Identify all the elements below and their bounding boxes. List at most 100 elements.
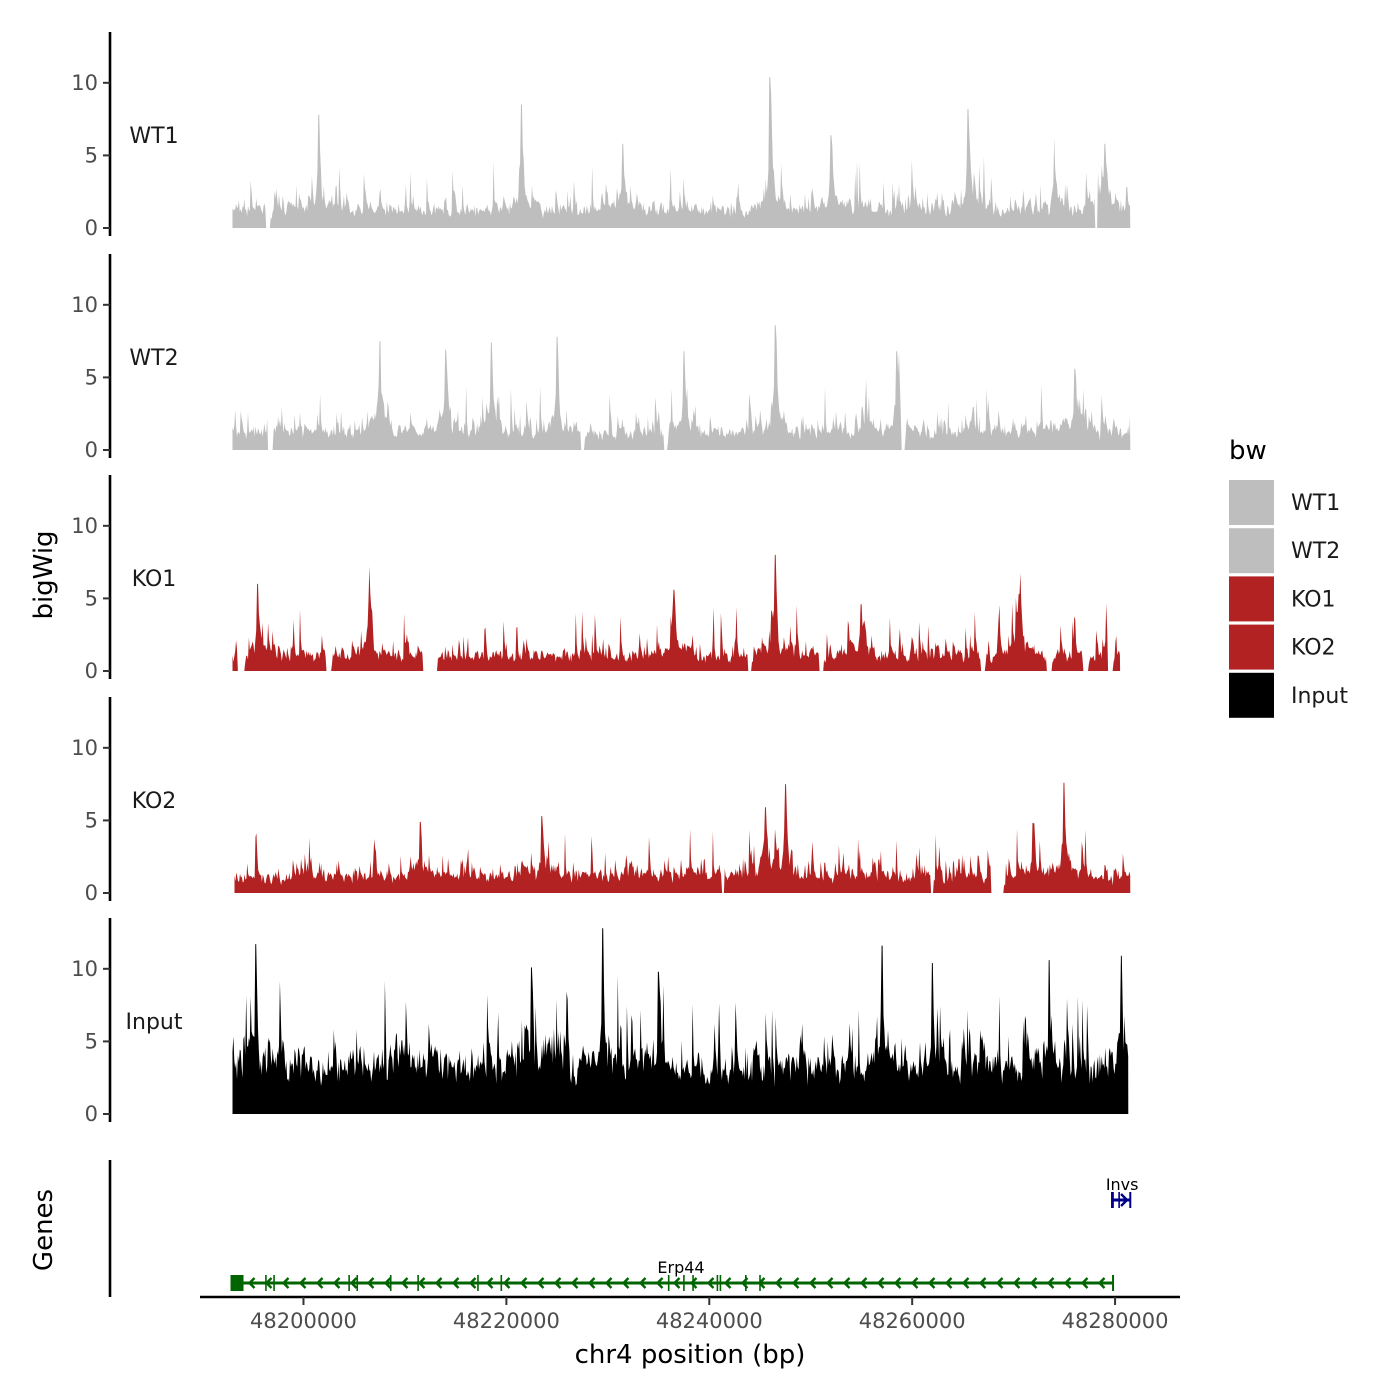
y-tick-label: 5	[85, 808, 98, 832]
strand-arrow	[485, 1277, 494, 1289]
y-tick-label: 10	[71, 293, 98, 317]
legend-swatch	[1229, 624, 1274, 670]
legend-item-ko2: KO2	[1229, 624, 1336, 670]
x-axis: chr4 position (bp) 48200000 48220000 48240…	[200, 1295, 1180, 1370]
strand-arrow	[791, 1277, 800, 1289]
y-tick-label: 5	[85, 365, 98, 389]
strand-arrow	[417, 1277, 426, 1289]
y-tick-label: 5	[85, 586, 98, 610]
y-tick-label: 5	[85, 143, 98, 167]
strand-arrow	[264, 1277, 273, 1289]
legend-label: KO1	[1291, 587, 1336, 612]
tracks-layer: 0 5 10 WT1 0 5 10 WT2 0 5 10 KO1 0 5 10 KO2 0 5 10 Input	[71, 32, 1131, 1126]
strand-arrow	[961, 1277, 970, 1289]
legend-item-ko1: KO1	[1229, 576, 1336, 622]
strand-arrow	[757, 1277, 766, 1289]
strand-arrow	[876, 1277, 885, 1289]
strand-arrow	[349, 1277, 358, 1289]
strand-arrow	[1080, 1277, 1089, 1289]
signal-area-ko2	[234, 782, 1131, 893]
track-label-wt2: WT2	[129, 346, 178, 371]
gene-exon	[230, 1275, 244, 1291]
legend: bw WT1 WT2 KO1 KO2 Input	[1229, 436, 1348, 718]
track-wt2: 0 5 10 WT2	[71, 254, 1131, 462]
strand-arrow	[655, 1277, 664, 1289]
y-tick-label: 0	[85, 1102, 98, 1126]
legend-title: bw	[1229, 436, 1267, 466]
track-ko1: 0 5 10 KO1	[71, 475, 1121, 683]
gene-invs: Invs	[1106, 1175, 1139, 1208]
legend-label: KO2	[1291, 636, 1336, 661]
legend-item-wt1: WT1	[1229, 480, 1340, 525]
strand-arrow	[621, 1277, 630, 1289]
y-tick-label: 10	[71, 736, 98, 760]
strand-arrow	[893, 1277, 902, 1289]
strand-arrow	[1063, 1277, 1072, 1289]
strand-arrow	[519, 1277, 528, 1289]
y-tick-label: 0	[85, 438, 98, 462]
x-tick-label: 48280000	[1062, 1309, 1169, 1333]
track-label-input: Input	[126, 1010, 183, 1035]
strand-arrow	[910, 1277, 919, 1289]
track-input: 0 5 10 Input	[71, 918, 1129, 1126]
y-tick-label: 5	[85, 1029, 98, 1053]
strand-arrow	[740, 1277, 749, 1289]
y-tick-label: 10	[71, 514, 98, 538]
y-tick-label: 0	[85, 216, 98, 240]
strand-arrow	[298, 1277, 307, 1289]
y-tick-label: 10	[71, 71, 98, 95]
strand-arrow	[689, 1277, 698, 1289]
legend-swatch	[1229, 480, 1274, 525]
track-wt1: 0 5 10 WT1	[71, 32, 1131, 240]
strand-arrow	[281, 1277, 290, 1289]
strand-arrow	[723, 1277, 732, 1289]
track-label-ko1: KO1	[132, 567, 177, 592]
strand-arrow	[315, 1277, 324, 1289]
gene-label-erp44: Erp44	[657, 1258, 704, 1277]
strand-arrow	[1097, 1277, 1106, 1289]
signal-area-wt2	[232, 325, 1131, 450]
strand-arrow	[400, 1277, 409, 1289]
x-tick-label: 48200000	[250, 1309, 357, 1333]
signal-area-ko1	[232, 554, 1121, 671]
track-ko2: 0 5 10 KO2	[71, 697, 1131, 905]
signal-area-wt1	[232, 77, 1131, 228]
y-axis-title: bigWig	[29, 530, 59, 619]
y-tick-label: 10	[71, 957, 98, 981]
strand-arrow	[1012, 1277, 1021, 1289]
strand-arrow	[1046, 1277, 1055, 1289]
strand-arrow	[995, 1277, 1004, 1289]
legend-item-input: Input	[1229, 672, 1348, 718]
strand-arrow	[825, 1277, 834, 1289]
legend-swatch	[1229, 672, 1274, 718]
strand-arrow	[706, 1277, 715, 1289]
strand-arrow	[468, 1277, 477, 1289]
strand-arrow	[638, 1277, 647, 1289]
x-axis-title: chr4 position (bp)	[575, 1340, 806, 1370]
legend-label: WT1	[1291, 491, 1340, 516]
gene-label-invs: Invs	[1106, 1175, 1139, 1194]
strand-arrow	[383, 1277, 392, 1289]
strand-arrow	[927, 1277, 936, 1289]
strand-arrow	[842, 1277, 851, 1289]
strand-arrow	[502, 1277, 511, 1289]
legend-swatch	[1229, 528, 1274, 574]
strand-arrow	[774, 1277, 783, 1289]
strand-arrow	[553, 1277, 562, 1289]
strand-arrow	[366, 1277, 375, 1289]
signal-area-input	[232, 928, 1129, 1114]
strand-arrow	[808, 1277, 817, 1289]
strand-arrow	[604, 1277, 613, 1289]
x-tick-label: 48240000	[656, 1309, 763, 1333]
legend-swatch	[1229, 576, 1274, 622]
strand-arrow	[247, 1277, 256, 1289]
strand-arrow	[332, 1277, 341, 1289]
strand-arrow	[536, 1277, 545, 1289]
strand-arrow	[434, 1277, 443, 1289]
track-label-wt1: WT1	[129, 124, 178, 149]
genes-panel-title: Genes	[29, 1189, 59, 1271]
x-tick-label: 48220000	[453, 1309, 560, 1333]
y-tick-label: 0	[85, 659, 98, 683]
strand-arrow	[1029, 1277, 1038, 1289]
